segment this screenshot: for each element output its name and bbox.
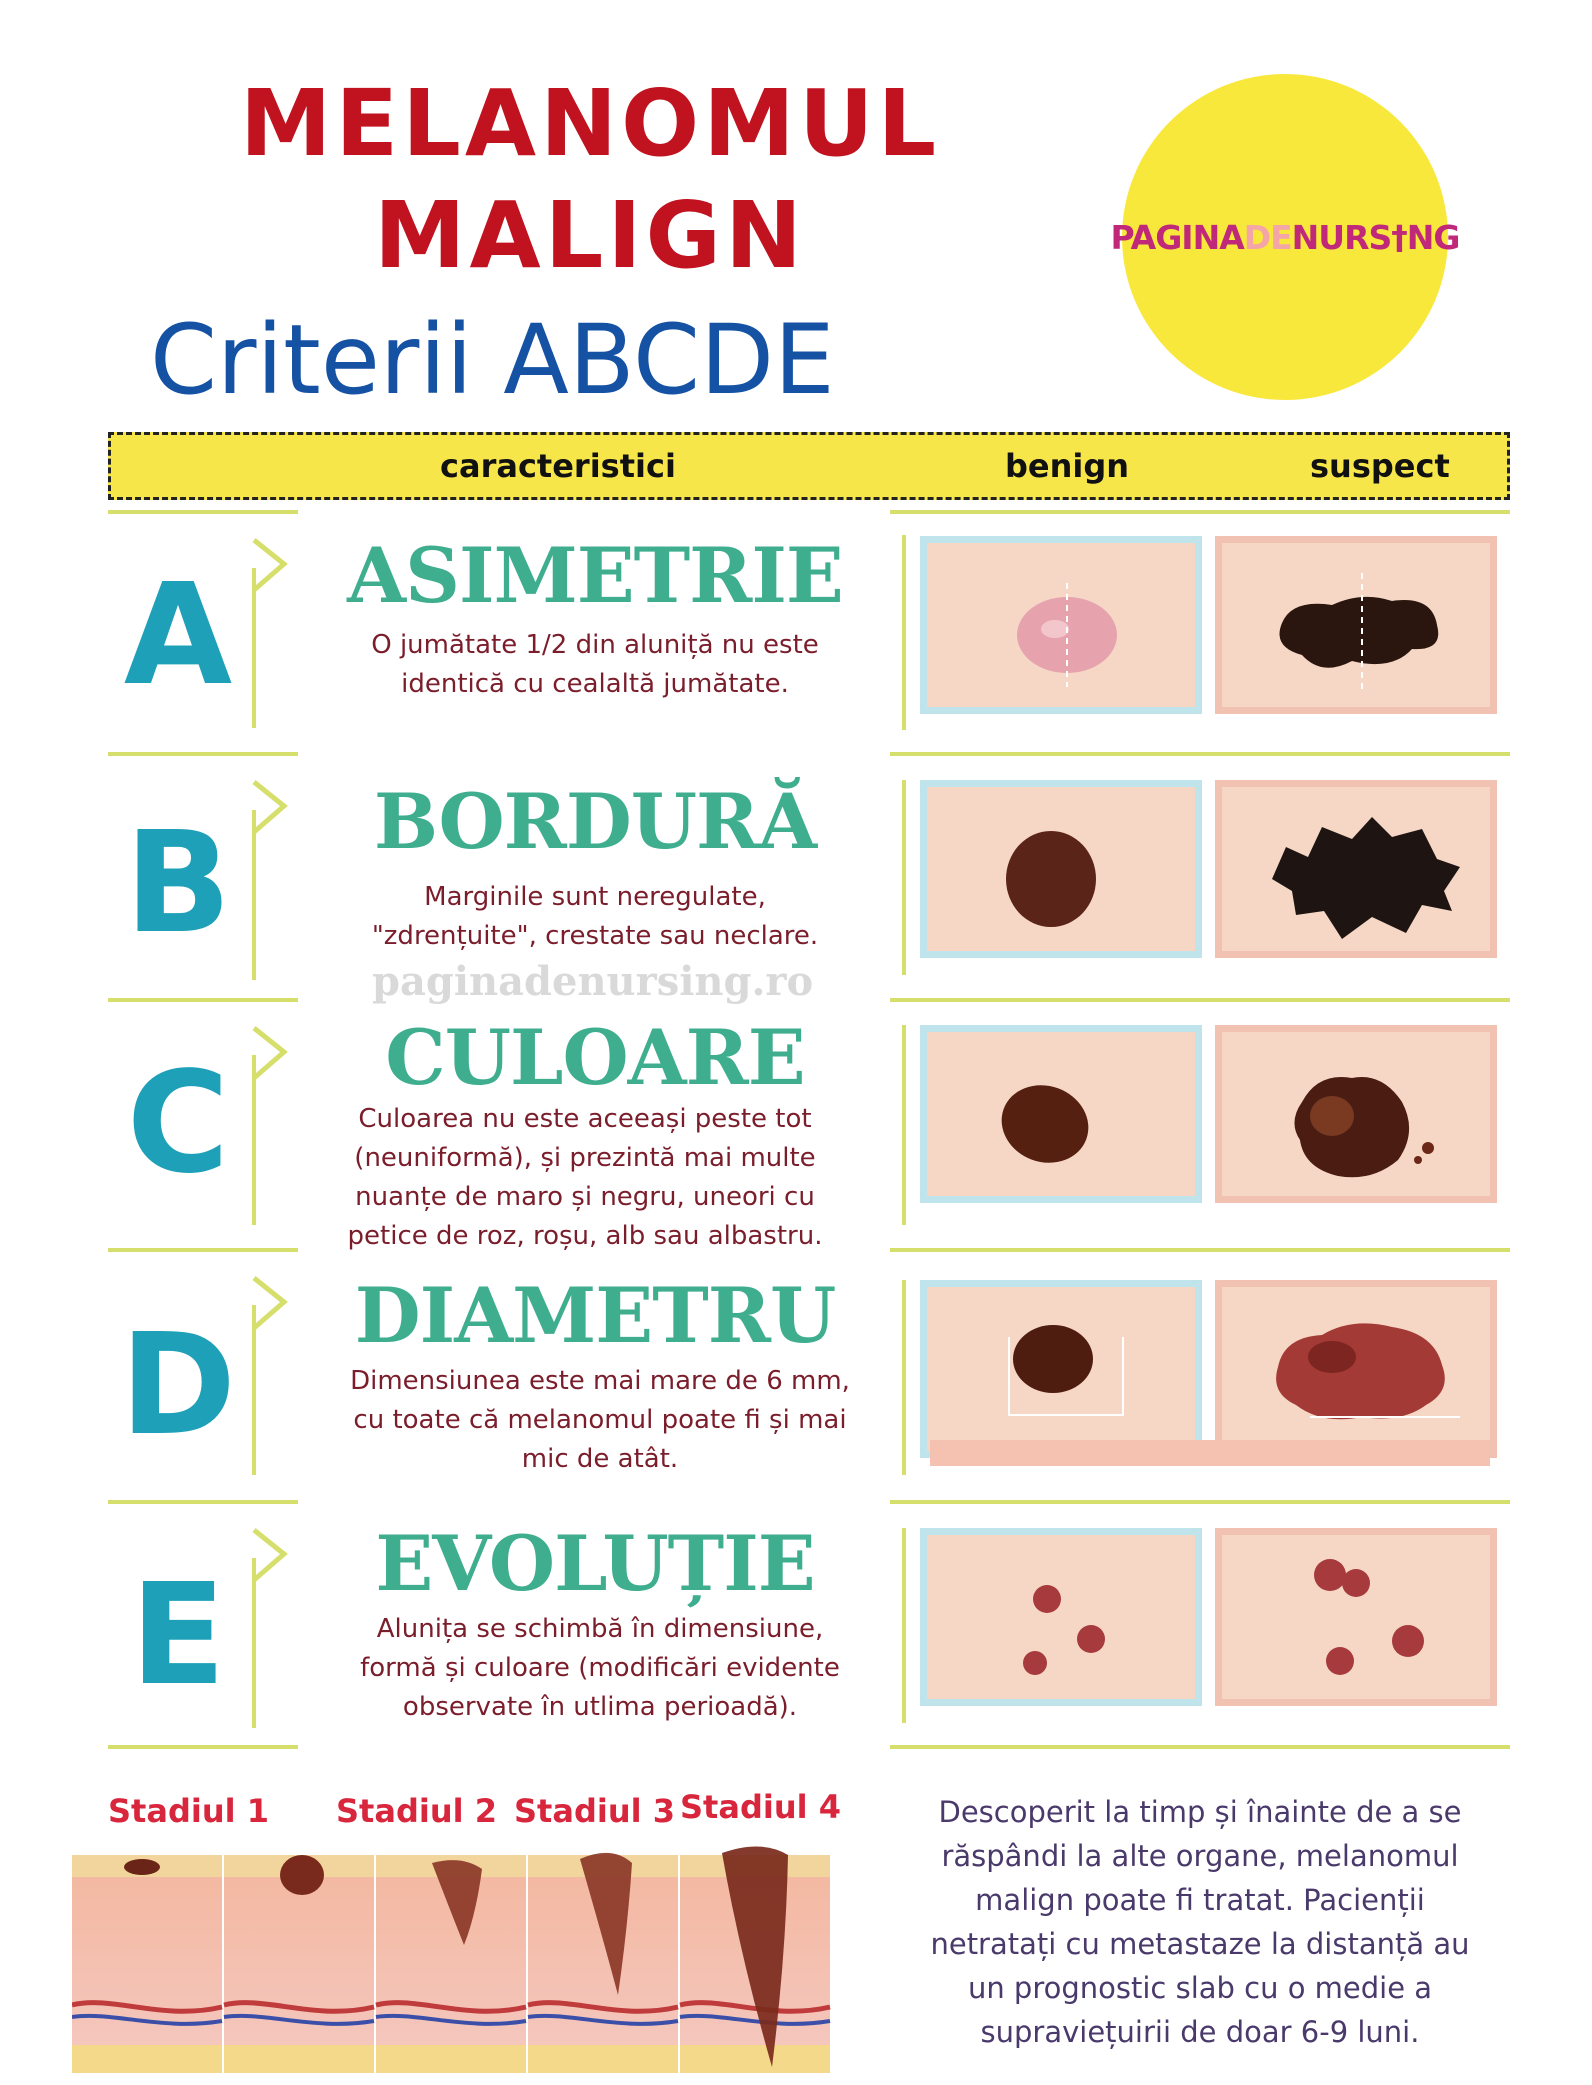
image-benign-asymmetry — [920, 536, 1202, 714]
stage-label-1: Stadiul 1 — [108, 1792, 269, 1830]
row-bar — [902, 1025, 906, 1225]
criterion-desc-border: Marginile sunt neregulate, "zdrențuite",… — [371, 882, 819, 951]
criterion-letter-b: B — [124, 802, 232, 965]
row-divider — [108, 1745, 298, 1749]
criterion-title-asymmetry: ASIMETRIE — [347, 531, 844, 620]
scale-bar — [930, 1440, 1490, 1466]
skin-block-1 — [72, 1855, 223, 2073]
row-divider — [108, 752, 298, 756]
row-divider — [890, 998, 1510, 1002]
row-bar — [252, 1305, 256, 1475]
image-suspect-border — [1215, 780, 1497, 958]
image-suspect-asymmetry — [1215, 536, 1497, 714]
skin-block-4 — [527, 1852, 679, 2073]
row-divider — [890, 510, 1510, 514]
image-suspect-color — [1215, 1025, 1497, 1203]
row-bar — [252, 1558, 256, 1728]
criterion-desc-asymmetry: O jumătate 1/2 din aluniță nu este ident… — [371, 630, 819, 699]
row-divider — [108, 510, 298, 514]
row-divider — [890, 1745, 1510, 1749]
header-suspect: suspect — [1310, 447, 1450, 485]
chevron-right-icon — [252, 538, 288, 592]
criterion-title-diameter: DIAMETRU — [354, 1271, 836, 1360]
image-benign-color — [920, 1025, 1202, 1203]
title-line-1: MELANOMUL — [239, 70, 941, 177]
image-benign-evolution — [920, 1528, 1202, 1706]
criterion-desc-color: Culoarea nu este aceeași peste tot (neun… — [347, 1104, 823, 1251]
chevron-right-icon — [252, 1026, 288, 1080]
criterion-letter-a: A — [123, 554, 233, 717]
image-suspect-diameter — [1215, 1280, 1497, 1458]
row-bar — [902, 780, 906, 975]
image-benign-diameter — [920, 1280, 1202, 1458]
skin-block-2 — [223, 1855, 375, 2073]
criterion-desc-diameter: Dimensiunea este mai mare de 6 mm, cu to… — [350, 1366, 850, 1474]
skin-stages-illustration — [72, 1846, 831, 2073]
bottom-paragraph: Descoperit la timp și înainte de a se ră… — [930, 1795, 1470, 2049]
criterion-letter-d: D — [119, 1304, 237, 1467]
watermark: paginadenursing.ro — [372, 958, 814, 1005]
row-bar — [902, 1528, 906, 1723]
stage-label-3: Stadiul 3 — [514, 1792, 675, 1830]
image-benign-border — [920, 780, 1202, 958]
skin-block-3 — [375, 1855, 527, 2073]
chevron-right-icon — [252, 1276, 288, 1330]
criterion-letter-c: C — [126, 1042, 230, 1205]
row-bar — [252, 810, 256, 980]
logo-text: PAGINADENURS†NG — [1110, 217, 1461, 257]
row-divider — [890, 1500, 1510, 1504]
header-benign: benign — [1005, 447, 1130, 485]
logo[interactable]: PAGINADENURS†NG — [1111, 74, 1460, 400]
criterion-title-border: BORDURĂ — [373, 777, 817, 866]
syringe-icon: † — [1391, 217, 1407, 257]
row-divider — [890, 1248, 1510, 1252]
chevron-right-icon — [252, 780, 288, 834]
table-header-band — [108, 432, 1510, 500]
row-bar — [252, 568, 256, 728]
title-line-2: MALIGN — [373, 182, 807, 289]
subtitle: Criterii ABCDE — [150, 304, 835, 416]
criterion-letter-e: E — [130, 1554, 226, 1717]
row-bar — [252, 1055, 256, 1225]
stage-label-4: Stadiul 4 — [680, 1788, 841, 1826]
image-suspect-evolution — [1215, 1528, 1497, 1706]
row-divider — [108, 1248, 298, 1252]
row-divider — [108, 1500, 298, 1504]
header-characteristics: caracteristici — [440, 447, 676, 485]
row-divider — [890, 752, 1510, 756]
skin-block-5 — [679, 1846, 831, 2073]
row-bar — [902, 535, 906, 730]
criterion-desc-evolution: Alunița se schimbă în dimensiune, formă … — [360, 1614, 840, 1722]
chevron-right-icon — [252, 1528, 288, 1582]
criterion-title-color: CULOARE — [385, 1013, 805, 1102]
criterion-title-evolution: EVOLUȚIE — [375, 1519, 815, 1608]
stage-label-2: Stadiul 2 — [336, 1792, 497, 1830]
row-divider — [108, 998, 298, 1002]
row-bar — [902, 1280, 906, 1475]
